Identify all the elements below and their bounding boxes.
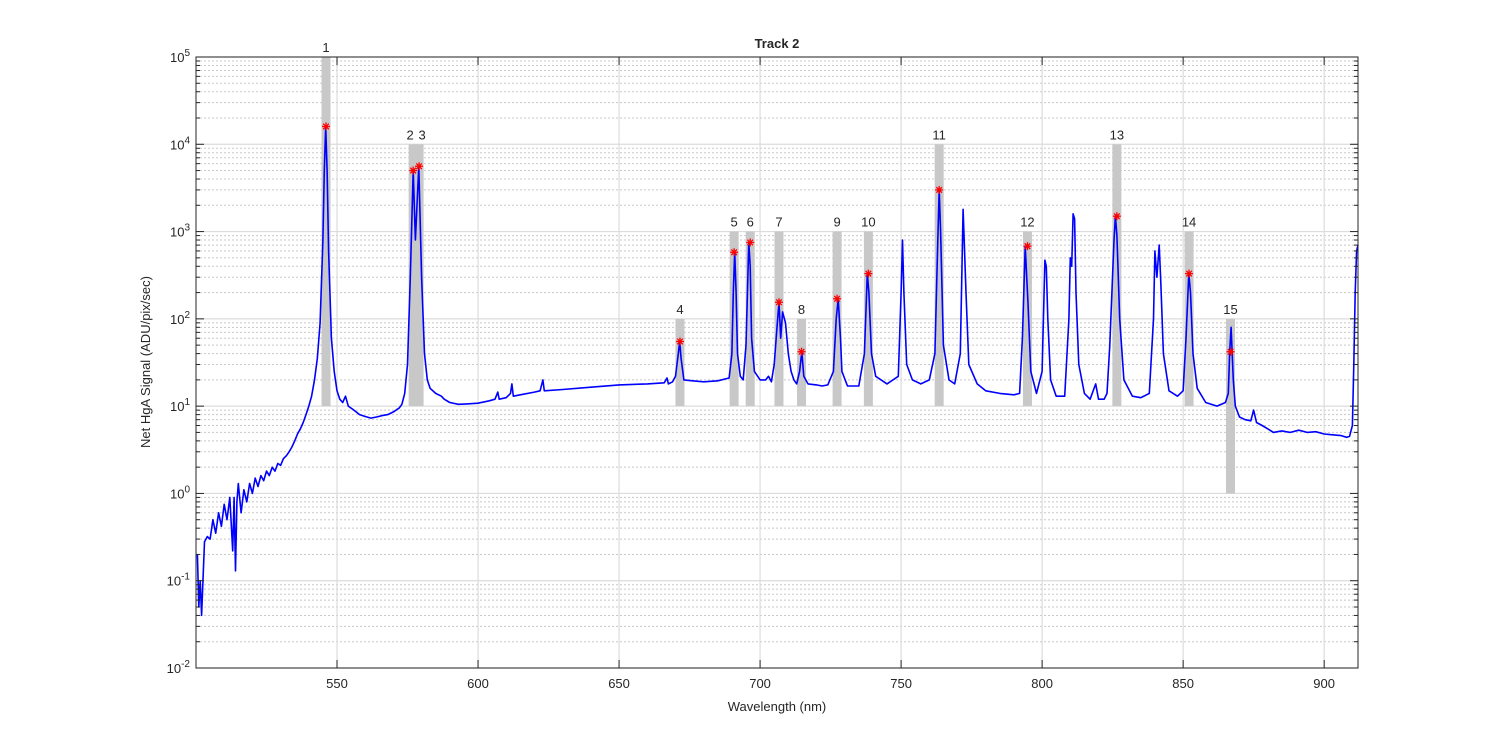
peak-label-10: 10	[861, 215, 875, 230]
x-tick-label: 900	[1313, 676, 1335, 691]
peak-label-3: 3	[418, 127, 425, 142]
peak-marker-14	[1185, 269, 1194, 278]
peak-marker-13	[1112, 212, 1121, 221]
x-tick-label: 800	[1031, 676, 1053, 691]
peak-band-11	[934, 144, 944, 407]
peak-band-15	[1226, 318, 1236, 494]
y-tick-label: 10-2	[167, 659, 191, 676]
peak-marker-15	[1226, 347, 1235, 356]
x-tick-label: 650	[608, 676, 630, 691]
peak-label-15: 15	[1223, 302, 1237, 317]
peak-marker-4	[675, 337, 684, 346]
series-lines	[196, 125, 1359, 617]
peak-band-13	[1112, 144, 1122, 407]
peak-label-11: 11	[932, 127, 946, 142]
peak-marker-1	[322, 122, 331, 131]
x-axis-label: Wavelength (nm)	[728, 699, 827, 714]
peak-marker-2	[409, 166, 418, 175]
peak-markers	[322, 122, 1235, 356]
peak-band-7	[774, 231, 784, 407]
x-tick-label: 750	[890, 676, 912, 691]
peak-label-13: 13	[1110, 127, 1124, 142]
peak-label-6: 6	[747, 215, 754, 230]
peak-label-9: 9	[833, 215, 840, 230]
peak-marker-11	[935, 185, 944, 194]
peak-bands	[321, 57, 1236, 494]
peak-marker-6	[746, 238, 755, 247]
x-tick-label: 700	[749, 676, 771, 691]
peak-band-14	[1184, 231, 1194, 407]
y-tick-label: 104	[170, 135, 190, 152]
peak-label-4: 4	[676, 302, 683, 317]
peak-label-14: 14	[1182, 215, 1196, 230]
peak-label-12: 12	[1020, 215, 1034, 230]
peak-band-9	[832, 231, 842, 407]
peak-band-6	[745, 231, 755, 407]
x-tick-label: 600	[467, 676, 489, 691]
peak-marker-3	[415, 162, 424, 171]
peak-band-3	[414, 144, 424, 407]
x-tick-labels: 550 600 650 700 750 800 850 900	[326, 676, 1335, 691]
y-axis-label: Net HgA Signal (ADU/pix/sec)	[138, 276, 153, 448]
peak-label-8: 8	[798, 302, 805, 317]
peak-label-2: 2	[407, 127, 414, 142]
y-tick-label: 105	[170, 48, 190, 65]
peak-band-8	[797, 318, 807, 407]
x-tick-label: 850	[1172, 676, 1194, 691]
peak-marker-7	[774, 298, 783, 307]
plot-frame	[195, 56, 1359, 669]
peak-label-1: 1	[322, 40, 329, 55]
y-tick-label: 101	[170, 397, 190, 414]
peak-marker-12	[1023, 242, 1032, 251]
peak-marker-5	[730, 248, 739, 257]
peak-marker-8	[797, 347, 806, 356]
peak-label-7: 7	[775, 215, 782, 230]
chart-title: Track 2	[755, 36, 800, 51]
y-tick-label: 103	[170, 223, 190, 240]
axis-ticks	[196, 56, 1358, 669]
y-tick-labels: 10-2 10-1 100 101 102 103 104 105	[167, 48, 191, 676]
spectrum-line	[196, 125, 1359, 617]
y-tick-label: 102	[170, 310, 190, 327]
peak-marker-9	[833, 294, 842, 303]
peak-band-2	[408, 144, 418, 407]
x-tick-label: 550	[326, 676, 348, 691]
y-tick-label: 100	[170, 484, 190, 501]
peak-band-1	[321, 57, 331, 407]
peak-band-12	[1022, 231, 1032, 407]
peak-band-5	[729, 231, 739, 407]
peak-band-10	[863, 231, 873, 407]
grid	[196, 56, 1358, 669]
peak-band-4	[675, 318, 685, 407]
peak-marker-10	[864, 269, 873, 278]
peak-label-5: 5	[731, 215, 738, 230]
y-tick-label: 10-1	[167, 572, 191, 589]
